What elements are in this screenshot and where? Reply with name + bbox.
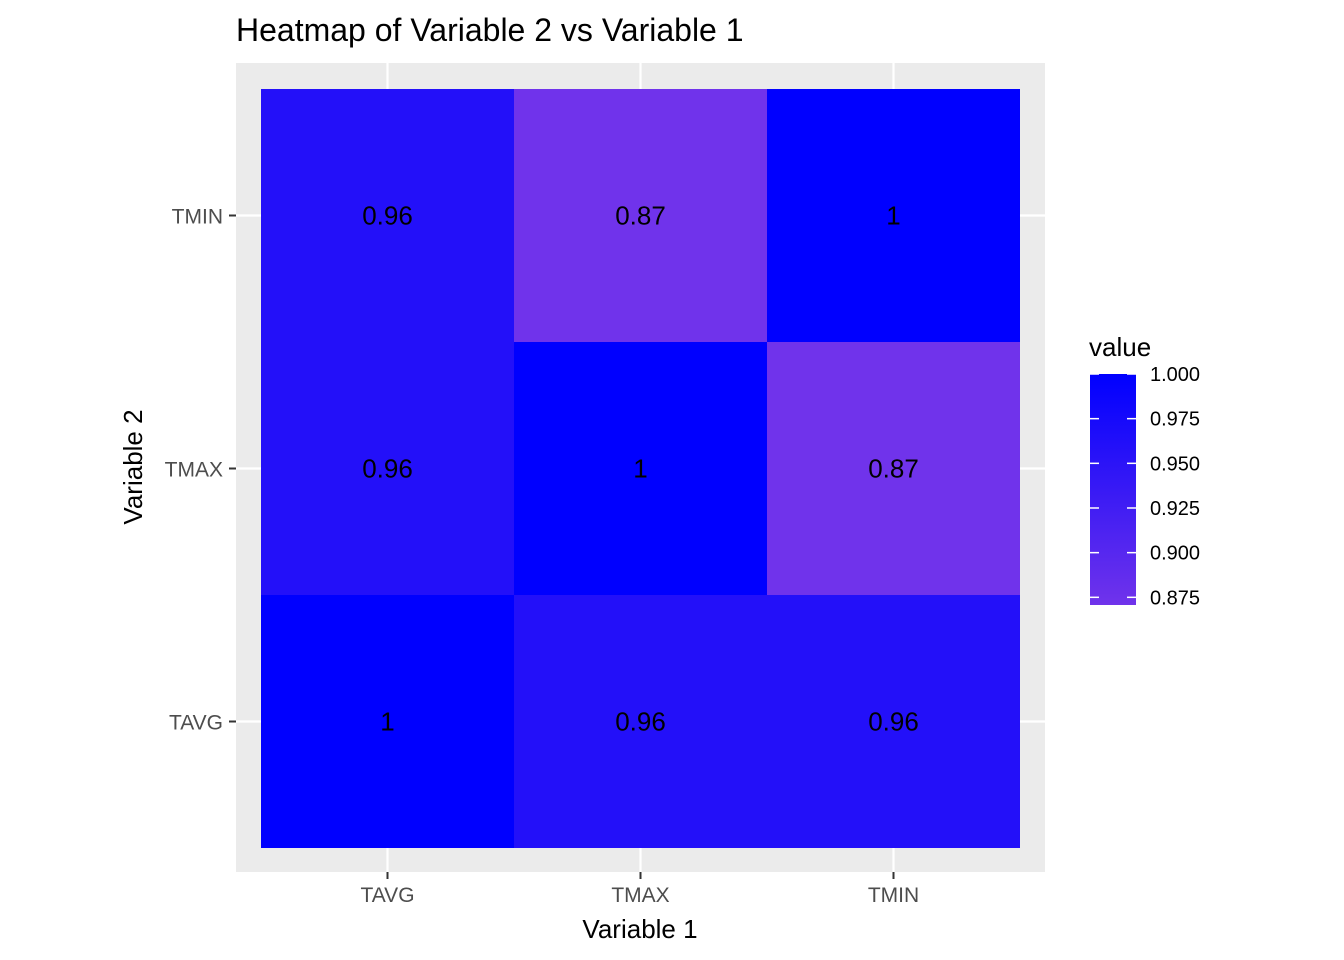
heatmap-cell — [261, 595, 514, 848]
legend-title: value — [1089, 332, 1151, 362]
legend-tick-label: 0.900 — [1150, 543, 1200, 565]
heatmap-cell — [261, 342, 514, 595]
heatmap-cell — [767, 342, 1020, 595]
heatmap-cells — [261, 89, 1020, 848]
legend-colorbar — [1090, 374, 1136, 605]
heatmap-cell — [514, 595, 767, 848]
legend-tick-label: 0.875 — [1150, 587, 1200, 609]
legend-tick-label: 0.950 — [1150, 453, 1200, 475]
x-axis: TAVG TMAX TMIN — [360, 872, 919, 907]
y-axis: TAVG TMAX TMIN — [165, 206, 236, 735]
x-tick-label: TAVG — [360, 884, 414, 907]
cell-value-label: 0.87 — [615, 201, 666, 231]
y-tick-label: TMIN — [172, 206, 223, 229]
heatmap-cell — [767, 595, 1020, 848]
x-axis-title: Variable 1 — [582, 914, 697, 944]
cell-value-label: 1 — [886, 201, 900, 231]
cell-value-label: 1 — [633, 454, 647, 484]
heatmap-cell — [767, 89, 1020, 342]
y-tick-label: TMAX — [165, 459, 223, 482]
cell-value-label: 0.96 — [362, 454, 413, 484]
cell-labels: 1 0.96 0.96 0.96 1 0.87 0.96 0.87 1 — [362, 201, 919, 737]
cell-value-label: 0.96 — [362, 201, 413, 231]
y-axis-title: Variable 2 — [118, 409, 148, 524]
legend-tick-label: 0.925 — [1150, 498, 1200, 520]
x-tick-label: TMAX — [611, 884, 669, 907]
y-tick-label: TAVG — [169, 712, 223, 735]
heatmap-cell — [514, 342, 767, 595]
heatmap-cell — [514, 89, 767, 342]
legend-ticks: 1.000 0.975 0.950 0.925 0.900 0.875 — [1090, 364, 1200, 609]
cell-value-label: 1 — [380, 707, 394, 737]
legend-tick-label: 1.000 — [1150, 364, 1200, 386]
heatmap-cell — [261, 89, 514, 342]
legend-tick-label: 0.975 — [1150, 409, 1200, 431]
cell-value-label: 0.96 — [615, 707, 666, 737]
chart-title: Heatmap of Variable 2 vs Variable 1 — [236, 12, 744, 48]
x-tick-label: TMIN — [868, 884, 919, 907]
cell-value-label: 0.87 — [868, 454, 919, 484]
legend: value 1.000 0.975 0.950 0.925 0.900 0.875 — [1089, 332, 1200, 609]
cell-value-label: 0.96 — [868, 707, 919, 737]
